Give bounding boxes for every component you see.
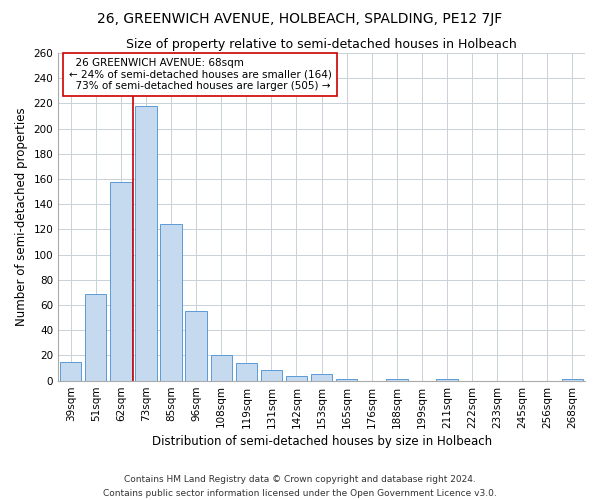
Bar: [261, 370, 282, 380]
Bar: [286, 376, 307, 380]
Bar: [211, 356, 232, 380]
Bar: [110, 182, 131, 380]
Bar: [311, 374, 332, 380]
Bar: [185, 312, 207, 380]
Bar: [160, 224, 182, 380]
Y-axis label: Number of semi-detached properties: Number of semi-detached properties: [15, 108, 28, 326]
Text: 26, GREENWICH AVENUE, HOLBEACH, SPALDING, PE12 7JF: 26, GREENWICH AVENUE, HOLBEACH, SPALDING…: [97, 12, 503, 26]
Bar: [136, 106, 157, 380]
Text: Contains HM Land Registry data © Crown copyright and database right 2024.
Contai: Contains HM Land Registry data © Crown c…: [103, 476, 497, 498]
Title: Size of property relative to semi-detached houses in Holbeach: Size of property relative to semi-detach…: [126, 38, 517, 51]
Text: 26 GREENWICH AVENUE: 68sqm
← 24% of semi-detached houses are smaller (164)
  73%: 26 GREENWICH AVENUE: 68sqm ← 24% of semi…: [69, 58, 332, 91]
X-axis label: Distribution of semi-detached houses by size in Holbeach: Distribution of semi-detached houses by …: [152, 434, 491, 448]
Bar: [236, 363, 257, 380]
Bar: [60, 362, 82, 380]
Bar: [85, 294, 106, 380]
